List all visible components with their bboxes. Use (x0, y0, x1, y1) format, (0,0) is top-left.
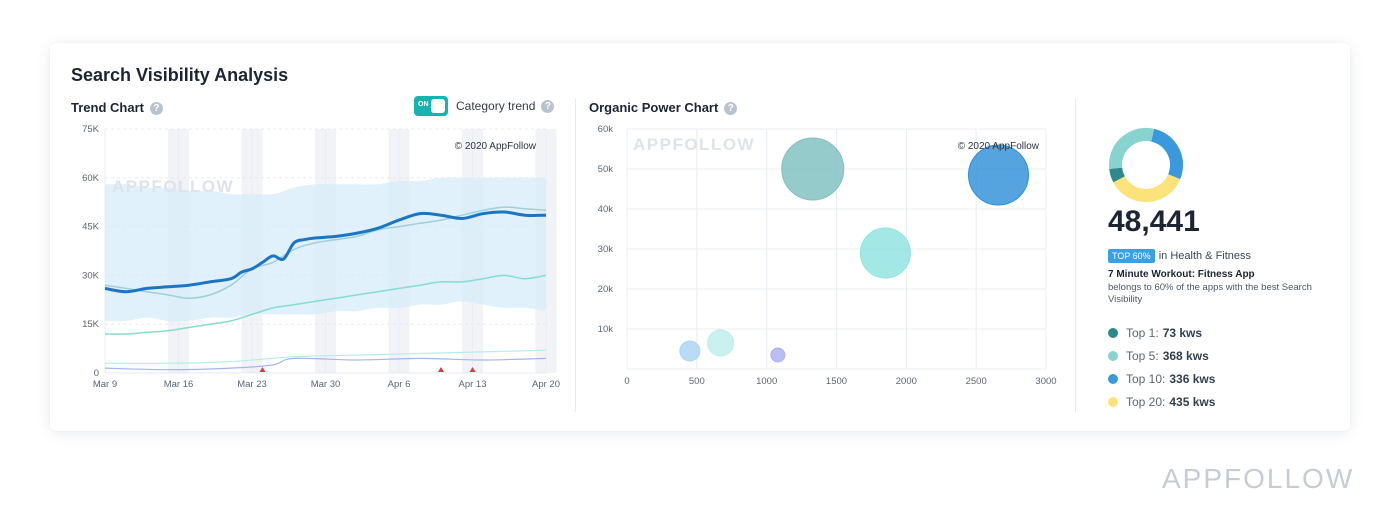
event-marker (469, 367, 476, 372)
trend-help-icon[interactable]: ? (149, 102, 163, 115)
legend-label: Top 5: (1126, 348, 1159, 363)
organic-plot-border (626, 128, 1047, 370)
series-line-category-average (104, 206, 547, 299)
legend-value: 336 kws (1169, 371, 1216, 386)
toggle-knob (431, 99, 445, 113)
app-name: 7 Minute Workout: Fitness App (1108, 269, 1255, 280)
donut-slice-top-5 (1109, 128, 1183, 202)
event-marker (259, 367, 266, 372)
appfollow-logo: APPFOLLOW (1162, 463, 1355, 494)
bubble (859, 227, 911, 279)
legend-item-top20: Top 20: 435 kws (1108, 390, 1215, 413)
legend-value: 368 kws (1162, 348, 1209, 363)
y-tick-label: 50k (598, 164, 614, 175)
y-tick-label: 45K (82, 222, 100, 233)
trend-chart-title-text: Trend Chart (71, 100, 144, 115)
x-tick-label: 2000 (896, 376, 917, 387)
y-tick-label: 60K (82, 173, 100, 184)
trend-copyright: © 2020 AppFollow (455, 141, 537, 152)
organic-chart-title-text: Organic Power Chart (589, 100, 719, 115)
y-tick-label: 30k (598, 244, 614, 255)
rank-legend: Top 1: 73 kws Top 5: 368 kws Top 10: 336 kw… (1108, 321, 1215, 413)
divider-1 (575, 98, 576, 412)
legend-item-top1: Top 1: 73 kws (1108, 321, 1215, 344)
bubble (781, 137, 845, 201)
legend-item-top5: Top 5: 368 kws (1108, 344, 1215, 367)
y-tick-label: 0 (94, 368, 99, 379)
series-line-search-visibility (104, 210, 547, 294)
bubble (968, 144, 1030, 206)
y-tick-label: 75K (82, 124, 100, 135)
donut-slice-top-20 (1109, 128, 1183, 202)
toggle-on-label: ON (418, 101, 429, 108)
bubble (770, 347, 786, 363)
series-line-category-median (104, 274, 547, 335)
x-tick-label: 2500 (966, 376, 987, 387)
app-description: belongs to 60% of the apps with the best… (1108, 282, 1312, 305)
x-tick-label: 1000 (756, 376, 777, 387)
x-tick-label: Mar 16 (164, 379, 194, 390)
x-tick-label: Apr 6 (388, 379, 411, 390)
category-trend-label: Category trend? (456, 99, 555, 113)
legend-dot (1108, 373, 1118, 384)
category-text: in Health & Fitness (1158, 250, 1252, 262)
organic-chart-title: Organic Power Chart? (589, 100, 738, 115)
legend-dot (1108, 327, 1118, 338)
search-visibility-card: Search Visibility Analysis Trend Chart? … (50, 43, 1350, 431)
category-trend-help-icon[interactable]: ? (541, 100, 555, 113)
x-tick-label: 3000 (1035, 376, 1056, 387)
x-tick-label: Mar 23 (237, 379, 267, 390)
bubble (707, 329, 735, 357)
x-tick-label: 1500 (826, 376, 847, 387)
legend-dot (1108, 396, 1118, 407)
top-percent-badge: TOP 60% (1108, 249, 1155, 263)
y-tick-label: 30K (82, 270, 100, 281)
rank-donut-chart[interactable] (1108, 127, 1184, 203)
legend-value: 435 kws (1169, 394, 1216, 409)
x-tick-label: 0 (624, 376, 629, 387)
y-tick-label: 15K (82, 319, 100, 330)
x-tick-label: Apr 20 (532, 379, 560, 390)
organic-watermark: APPFOLLOW (633, 135, 755, 154)
x-tick-label: Apr 13 (459, 379, 487, 390)
legend-dot (1108, 350, 1118, 361)
visibility-score: 48,441 (1108, 205, 1200, 238)
series-line-category-low-1 (104, 349, 547, 364)
organic-copyright: © 2020 AppFollow (958, 141, 1040, 152)
page-title: Search Visibility Analysis (71, 65, 289, 85)
organic-power-chart[interactable]: 10k 20k 30k 40k 50k 60k 0 500 1000 1500 2000 2500 3… (585, 121, 1065, 421)
trend-watermark: APPFOLLOW (112, 177, 234, 196)
y-tick-label: 60k (598, 124, 614, 135)
legend-item-top10: Top 10: 336 kws (1108, 367, 1215, 390)
y-tick-label: 40k (598, 204, 614, 215)
y-tick-label: 10k (598, 324, 614, 335)
x-tick-label: Mar 30 (311, 379, 341, 390)
legend-label: Top 10: (1126, 371, 1166, 386)
series-line-category-low-2 (104, 357, 547, 371)
trend-chart-title: Trend Chart? (71, 100, 163, 115)
category-trend-toggle[interactable]: ON (414, 96, 448, 116)
bubble (679, 340, 701, 362)
legend-value: 73 kws (1162, 325, 1203, 340)
x-tick-label: 500 (689, 376, 705, 387)
category-trend-text: Category trend (456, 99, 536, 113)
ranking-row: TOP 60% in Health & Fitness (1108, 249, 1251, 263)
trend-chart[interactable]: 0 15K 30K 45K 60K 75K Mar 9 Mar 16 Mar 23 Mar 30… (60, 121, 570, 421)
organic-help-icon[interactable]: ? (724, 102, 738, 115)
legend-label: Top 1: (1126, 325, 1159, 340)
x-tick-label: Mar 9 (93, 379, 117, 390)
divider-2 (1075, 98, 1076, 412)
y-tick-label: 20k (598, 284, 614, 295)
legend-label: Top 20: (1126, 394, 1166, 409)
event-marker (438, 367, 444, 372)
